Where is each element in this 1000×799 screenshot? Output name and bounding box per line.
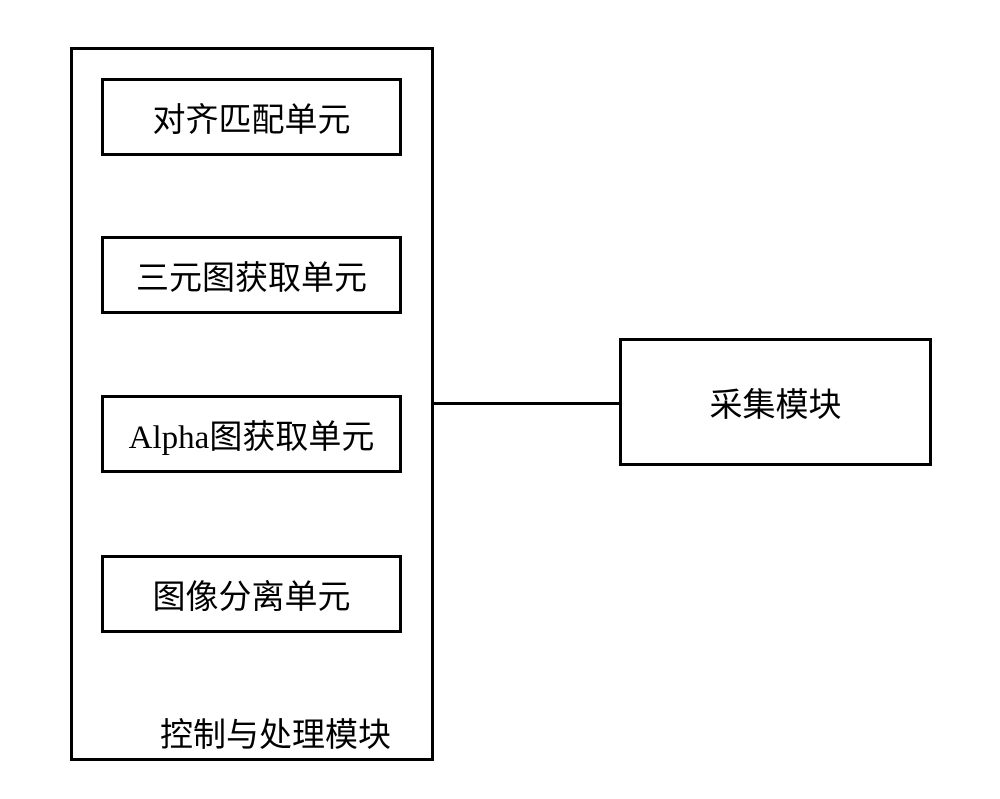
control-processing-module-title: 控制与处理模块 [160, 708, 391, 756]
unit-label: 三元图获取单元 [136, 251, 367, 299]
unit-box: 对齐匹配单元 [101, 78, 402, 156]
unit-label: Alpha图获取单元 [129, 410, 375, 458]
acquisition-module: 采集模块 [619, 338, 932, 466]
connector-line [434, 402, 619, 405]
unit-label: 图像分离单元 [153, 570, 351, 618]
diagram-canvas: 对齐匹配单元三元图获取单元 Alpha图获取单元图像分离单元 控制与处理模块 采集… [0, 0, 1000, 799]
unit-box: 三元图获取单元 [101, 236, 402, 314]
unit-box: 图像分离单元 [101, 555, 402, 633]
acquisition-module-label: 采集模块 [710, 378, 842, 426]
unit-label: 对齐匹配单元 [153, 93, 351, 141]
unit-box: Alpha图获取单元 [101, 395, 402, 473]
